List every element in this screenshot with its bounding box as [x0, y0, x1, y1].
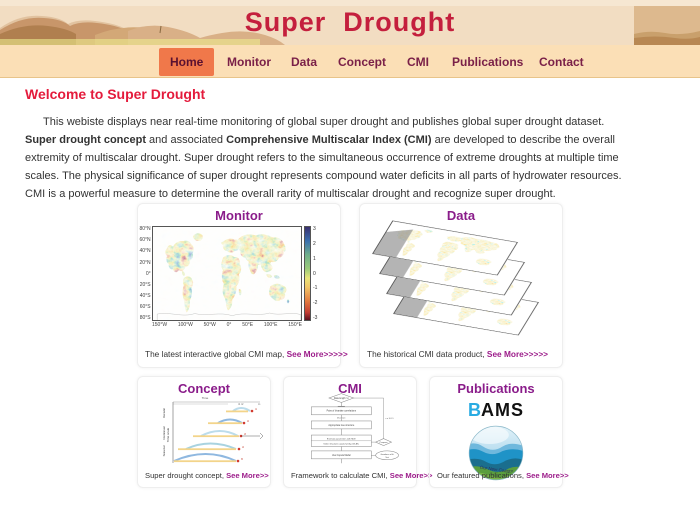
svg-text:Propose: Propose	[380, 442, 389, 444]
svg-text:Select trivariate copula famil: Select trivariate copula family with AIC	[323, 443, 359, 446]
svg-text:tn: tn	[258, 402, 261, 406]
svg-text:Data length >n: Data length >n	[334, 397, 350, 400]
svg-text:Time scale: Time scale	[166, 428, 170, 443]
svg-text:Test: Test	[385, 456, 389, 459]
svg-text:t1 t2: t1 t2	[238, 402, 244, 406]
svg-text:t4: t4	[242, 446, 245, 449]
svg-text:t2: t2	[247, 420, 250, 423]
svg-text:Use Copula Model: Use Copula Model	[332, 455, 351, 457]
svg-text:Interannual: Interannual	[162, 426, 166, 439]
svg-text:Seasonal: Seasonal	[162, 445, 166, 456]
svg-text:Time: Time	[202, 396, 209, 400]
svg-text:Decadal: Decadal	[162, 408, 166, 418]
svg-text:t1: t1	[255, 408, 258, 411]
svg-text:Maximize: Maximize	[337, 417, 346, 419]
svg-text:t5: t5	[241, 458, 244, 461]
svg-text:Pairs of bivariate correlation: Pairs of bivariate correlations	[327, 410, 357, 413]
svg-text:Goodness of fit: Goodness of fit	[381, 453, 394, 456]
svg-text:n = 10-15: n = 10-15	[385, 418, 393, 420]
svg-text:t3: t3	[244, 433, 247, 436]
svg-text:Estimate parameters with MLE: Estimate parameters with MLE	[327, 438, 356, 441]
svg-text:Appropriate tree structure: Appropriate tree structure	[328, 424, 355, 427]
